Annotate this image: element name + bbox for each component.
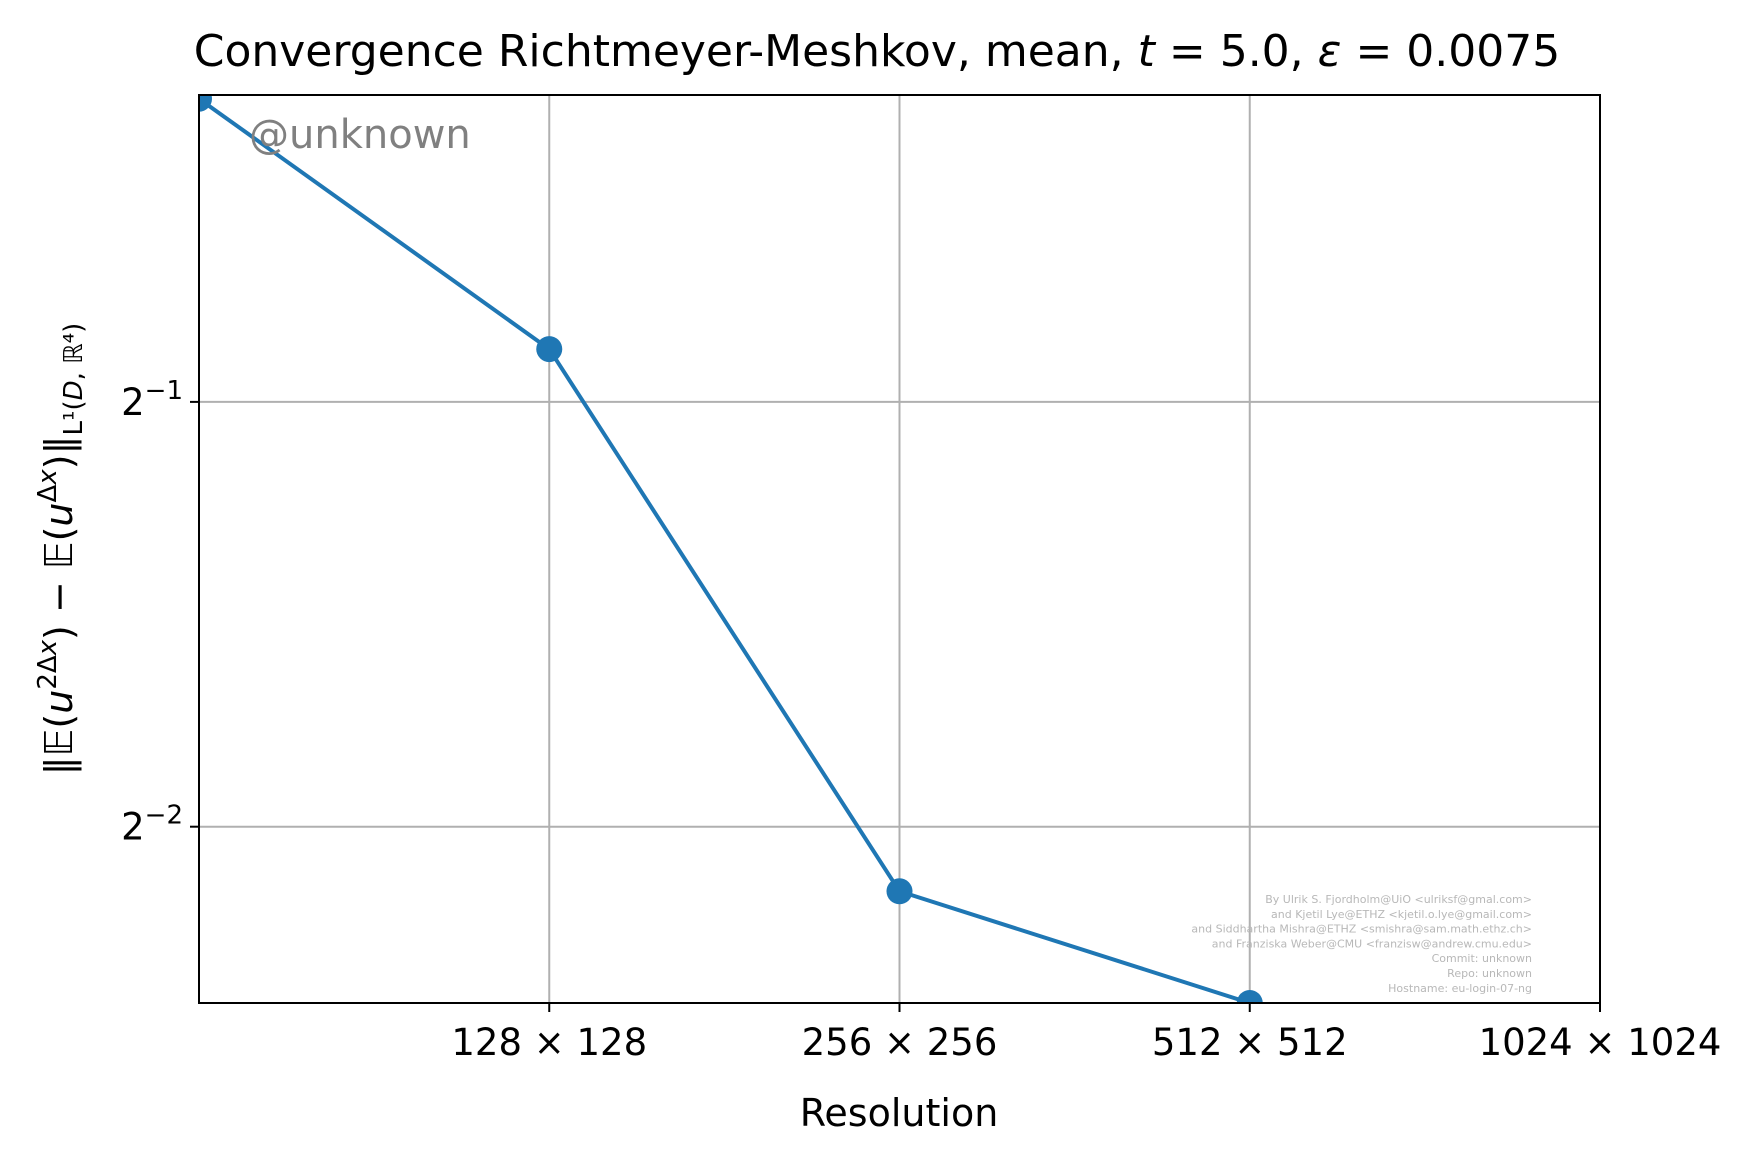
credit-line: Repo: unknown: [1447, 967, 1532, 980]
credit-line: and Kjetil Lye@ETHZ <kjetil.o.lye@gmail.…: [1271, 908, 1532, 921]
credit-line: Hostname: eu-login-07-ng: [1388, 982, 1532, 995]
credit-line: and Franziska Weber@CMU <franzisw@andrew…: [1212, 937, 1532, 950]
x-tick-label: 256 × 256: [802, 1021, 998, 1064]
series-line: [199, 97, 1251, 1003]
y-axis-ticks: 2−1 2−2: [121, 376, 199, 849]
y-tick-label: 2−1: [121, 376, 183, 424]
credit-line: and Siddhartha Mishra@ETHZ <smishra@sam.…: [1191, 923, 1532, 936]
y-tick-label: 2−2: [121, 801, 183, 849]
x-axis-ticks: 128 × 128 256 × 256 512 × 512 1024 × 1024: [451, 1003, 1721, 1064]
credits-block: By Ulrik S. Fjordholm@UiO <ulriksf@gmal.…: [1191, 893, 1532, 995]
x-tick-label: 512 × 512: [1152, 1021, 1348, 1064]
data-point: [1236, 990, 1263, 1003]
data-series: [199, 95, 1263, 1003]
grid-lines: [199, 95, 1600, 1003]
data-point: [199, 95, 212, 112]
x-tick-label: 128 × 128: [451, 1021, 647, 1064]
data-point: [886, 878, 913, 905]
data-point: [536, 336, 563, 363]
x-tick-label: 1024 × 1024: [1479, 1021, 1722, 1064]
x-axis-label: Resolution: [800, 1091, 999, 1135]
chart-title: Convergence Richtmeyer-Meshkov, mean, t …: [194, 26, 1561, 77]
y-axis-label: ‖𝔼(u2Δx) − 𝔼(uΔx)‖L¹(D, ℝ⁴): [33, 323, 89, 776]
watermark-text: @unknown: [249, 112, 471, 158]
credit-line: By Ulrik S. Fjordholm@UiO <ulriksf@gmal.…: [1265, 893, 1532, 906]
credit-line: Commit: unknown: [1432, 952, 1532, 965]
series-group: [199, 95, 1263, 1003]
